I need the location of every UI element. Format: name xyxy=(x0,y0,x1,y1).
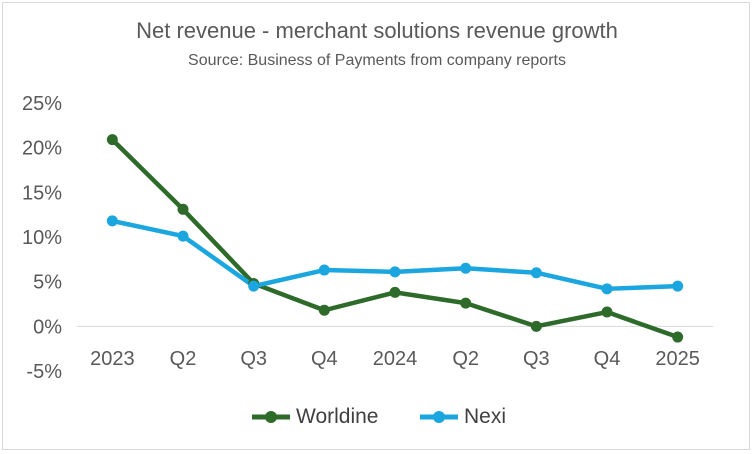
legend-item-nexi: Nexi xyxy=(418,402,506,432)
x-tick-label: Q2 xyxy=(170,348,197,370)
series-lines xyxy=(110,138,679,340)
x-tick-label: 2024 xyxy=(373,348,418,370)
y-axis: 25% 20% 15% 10% 5% 0% -5% xyxy=(22,93,62,383)
series-points xyxy=(106,134,684,343)
chart-title: Net revenue - merchant solutions revenue… xyxy=(136,18,618,43)
data-point-nexi xyxy=(177,230,189,242)
data-point-worldine xyxy=(177,203,189,215)
data-point-worldine xyxy=(318,304,330,316)
data-point-worldine xyxy=(672,331,684,343)
data-point-nexi xyxy=(672,280,684,292)
data-point-nexi xyxy=(601,283,613,295)
y-tick-label: 25% xyxy=(22,93,62,115)
x-tick-label: Q3 xyxy=(240,348,267,370)
y-tick-label: 0% xyxy=(33,316,62,338)
x-axis: 2023 Q2 Q3 Q4 2024 Q2 Q3 Q4 2025 xyxy=(90,348,700,370)
series-line-worldine xyxy=(110,138,679,340)
data-point-nexi xyxy=(248,280,260,292)
data-point-worldine xyxy=(106,134,118,146)
data-point-nexi xyxy=(318,264,330,276)
legend: Worldine Nexi xyxy=(0,402,754,432)
data-point-nexi xyxy=(530,267,542,279)
legend-item-worldine: Worldine xyxy=(250,402,378,432)
y-tick-label: 15% xyxy=(22,182,62,204)
data-point-nexi xyxy=(460,262,472,274)
legend-marker-nexi xyxy=(420,411,458,423)
y-tick-label: -5% xyxy=(26,361,62,383)
x-tick-label: Q4 xyxy=(594,348,621,370)
data-point-nexi xyxy=(389,266,401,278)
y-tick-label: 10% xyxy=(22,227,62,249)
x-tick-label: 2025 xyxy=(655,348,700,370)
legend-marker-worldine xyxy=(252,411,290,423)
x-tick-label: Q3 xyxy=(523,348,550,370)
x-tick-label: Q2 xyxy=(452,348,479,370)
data-point-worldine xyxy=(389,286,401,298)
legend-label-nexi: Nexi xyxy=(464,405,507,428)
data-point-worldine xyxy=(460,297,472,309)
y-tick-label: 5% xyxy=(33,272,62,294)
x-tick-label: Q4 xyxy=(311,348,338,370)
legend-label-worldine: Worldine xyxy=(296,405,379,428)
data-point-worldine xyxy=(601,306,613,318)
x-tick-label: 2023 xyxy=(90,348,135,370)
series-line-nexi xyxy=(111,218,678,292)
chart-subtitle: Source: Business of Payments from compan… xyxy=(188,52,566,69)
data-point-worldine xyxy=(530,320,542,332)
data-point-nexi xyxy=(106,215,118,227)
y-tick-label: 20% xyxy=(22,138,62,160)
